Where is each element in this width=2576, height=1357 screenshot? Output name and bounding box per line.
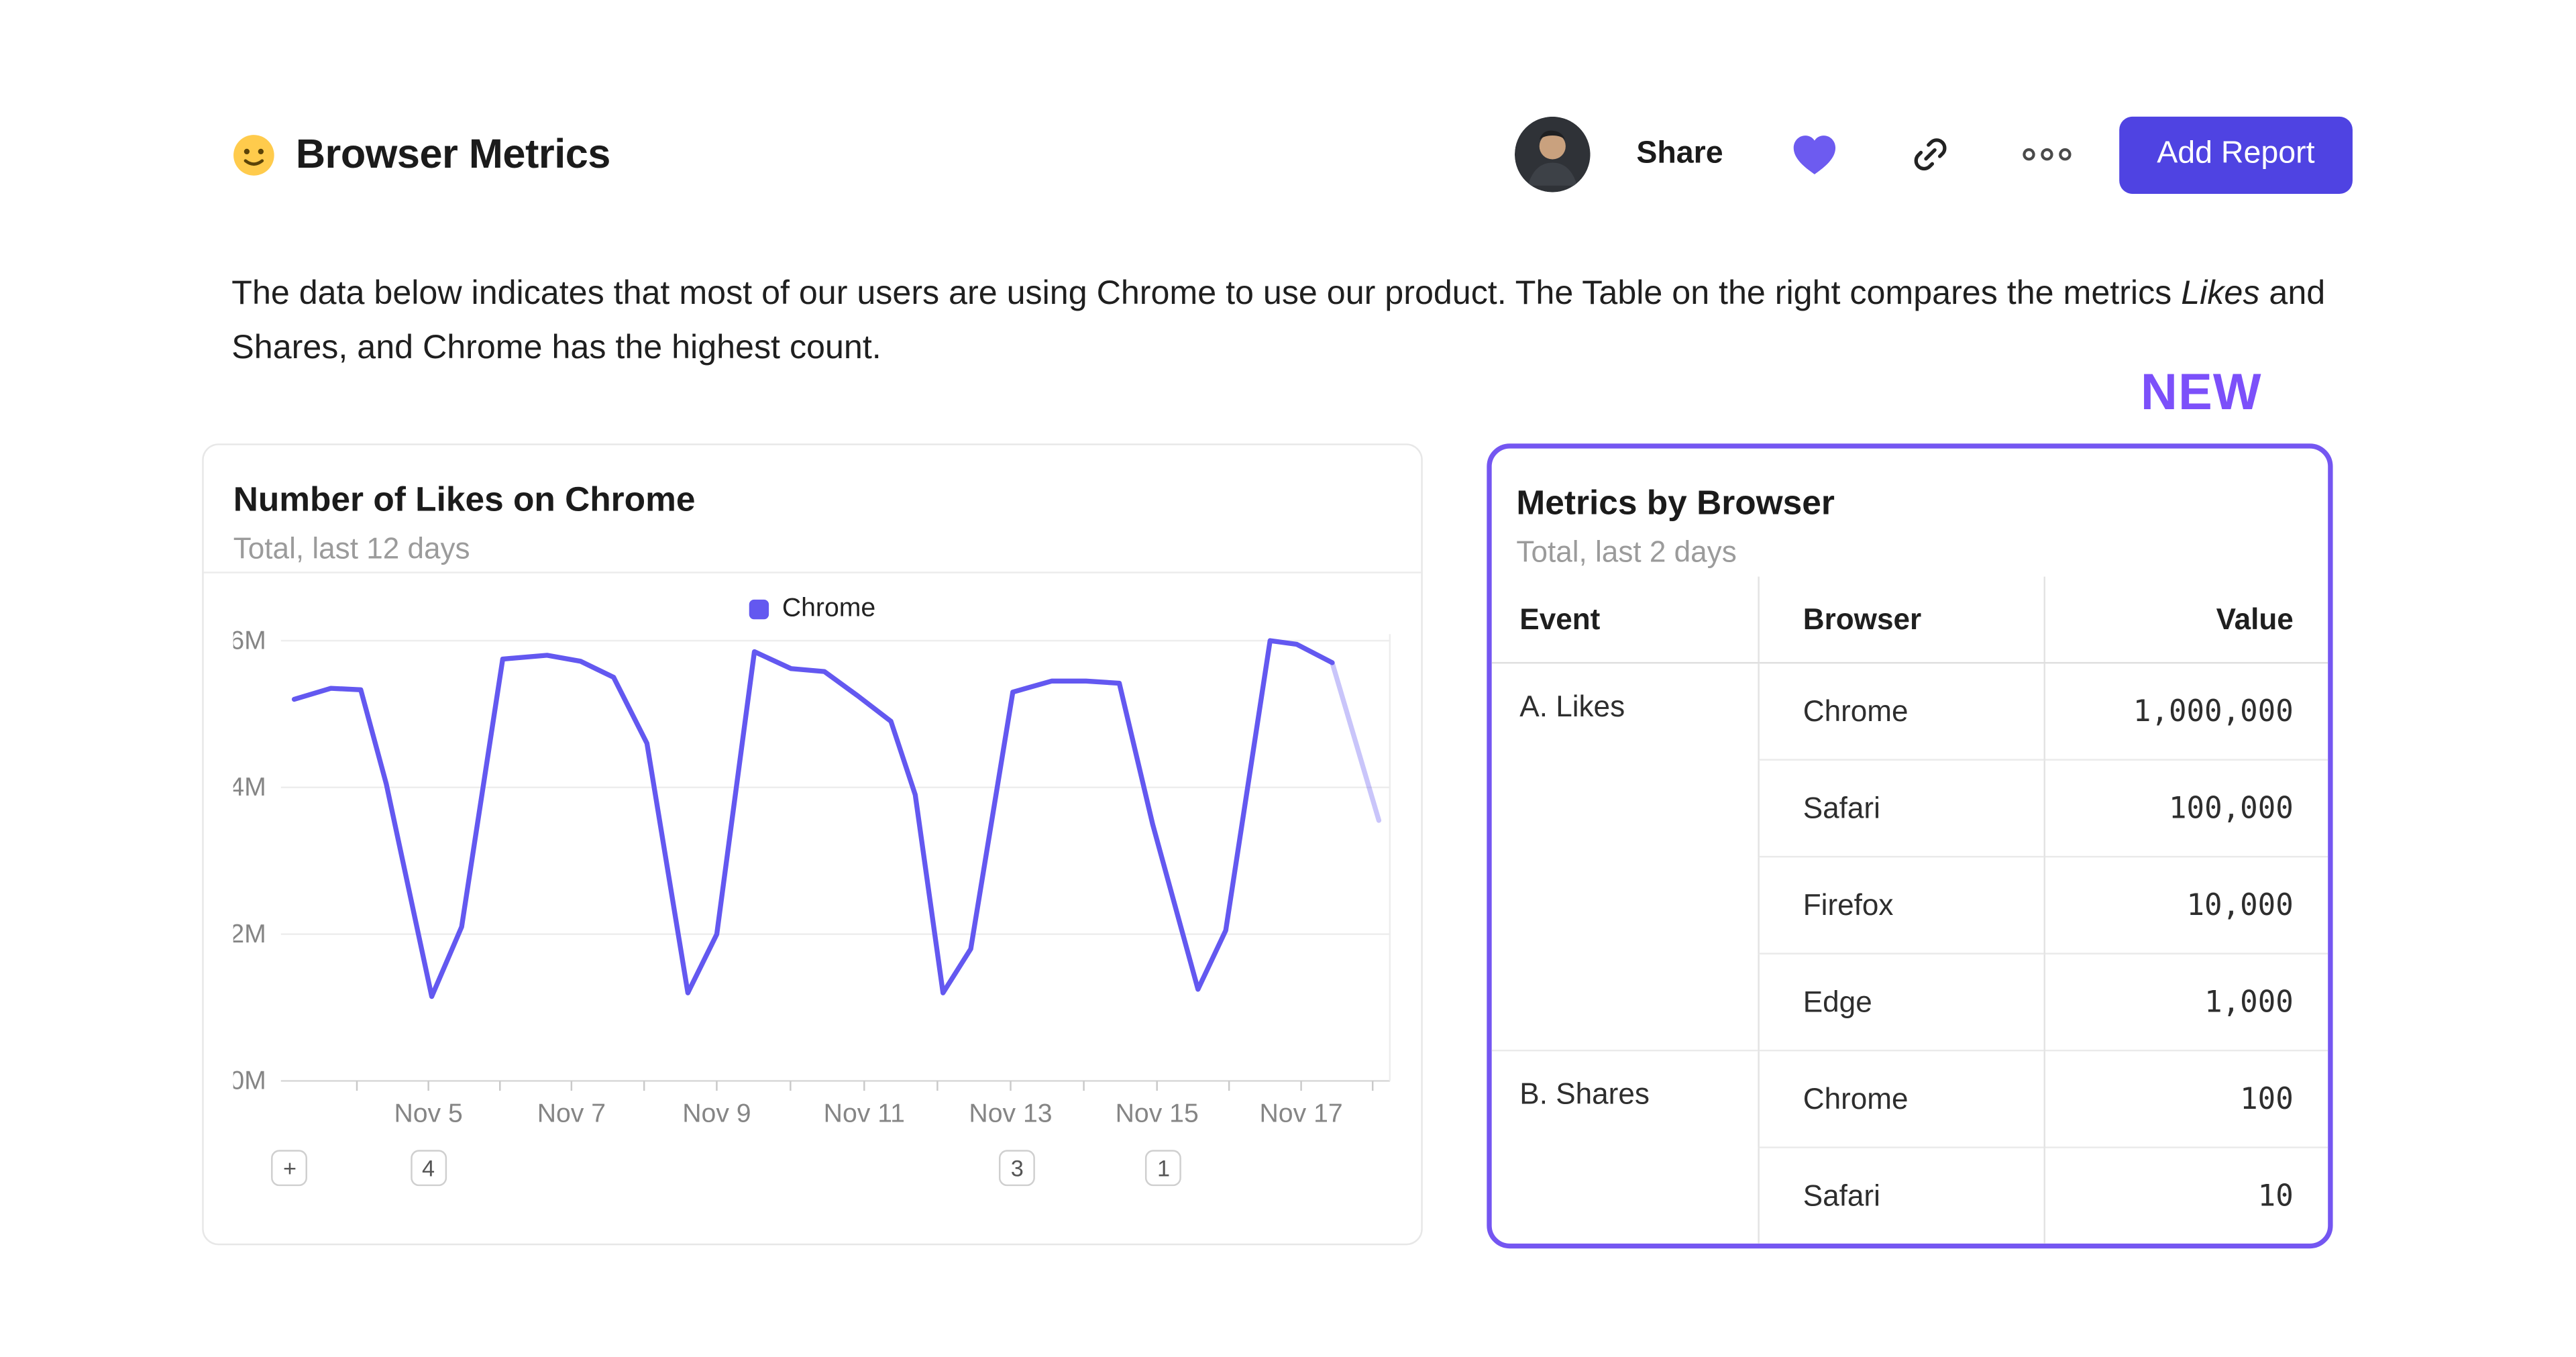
value-cell: 10,000 (2043, 855, 2328, 954)
y-tick-label: 2M (233, 920, 266, 948)
table-card-header: Metrics by Browser Total, last 2 days (1492, 449, 2328, 577)
y-tick-label: 0M (233, 1067, 266, 1095)
x-tick-label: Nov 5 (394, 1099, 462, 1128)
metrics-table-body: A. Likes Chrome 1,000,000 Safari 100,000 Fire… (1491, 661, 2328, 1244)
metrics-table-card: Metrics by Browser Total, last 2 days Ev… (1487, 443, 2333, 1249)
heart-icon-path (1793, 135, 1835, 174)
event-cell: B. Shares (1491, 1049, 1758, 1244)
user-avatar[interactable] (1515, 116, 1591, 193)
value-cell: 100 (2043, 1049, 2328, 1148)
chart-card-subtitle: Total, last 12 days (233, 532, 470, 565)
likes-chart-svg: 0M 2M 4M 6M Nov 5 Nov 7 Nov 9 Nov 11 Nov 13 Nov 1… (229, 626, 1391, 1128)
browser-cell: Edge (1757, 953, 2044, 1051)
share-button[interactable]: Share (1636, 136, 1723, 171)
value-cell: 1,000 (2043, 953, 2328, 1051)
table-card-title: Metrics by Browser (1516, 484, 1835, 523)
value-cell: 1,000,000 (2043, 661, 2328, 760)
y-tick-label: 6M (233, 626, 266, 655)
legend-swatch (749, 599, 769, 620)
description-italic: Likes (2181, 274, 2260, 313)
x-tick-label: Nov 13 (969, 1099, 1052, 1128)
header-actions: Share (1515, 115, 2353, 193)
description-text: The data below indicates that most of ou… (231, 266, 2354, 375)
x-tick-label: Nov 17 (1260, 1099, 1343, 1128)
table-row: Safari 100,000 (1492, 759, 2328, 857)
annotation-count-badge[interactable]: 3 (999, 1150, 1036, 1187)
y-tick-label: 4M (233, 773, 266, 802)
likes-chart-card: Number of Likes on Chrome Total, last 12… (202, 443, 1423, 1246)
event-cell: A. Likes (1491, 661, 1758, 1051)
column-header-value: Value (2043, 576, 2328, 664)
table-row: Firefox 10,000 (1492, 855, 2328, 954)
legend-label: Chrome (782, 594, 876, 623)
chart-card-title: Number of Likes on Chrome (233, 481, 696, 519)
more-icon[interactable] (2021, 145, 2073, 164)
link-icon[interactable] (1909, 133, 1951, 176)
value-cell: 10 (2043, 1146, 2328, 1244)
browser-cell: Firefox (1757, 855, 2044, 954)
table-row: B. Shares Chrome 100 (1491, 1049, 2328, 1244)
page-title: Browser Metrics (295, 130, 611, 177)
x-tick-label: Nov 7 (537, 1099, 606, 1128)
smiley-icon (231, 132, 276, 176)
chart-card-header: Number of Likes on Chrome Total, last 12… (203, 445, 1421, 574)
browser-cell: Safari (1757, 759, 2044, 857)
new-badge: NEW (2141, 363, 2262, 421)
add-report-button[interactable]: Add Report (2118, 115, 2353, 193)
browser-cell: Chrome (1757, 1049, 2044, 1148)
x-tick-label: Nov 9 (682, 1099, 751, 1128)
value-cell: 100,000 (2043, 759, 2328, 857)
chart-annotations: +4 3 1 (233, 1150, 1392, 1199)
metrics-table: Event Browser Value A. Likes Chrome 1,000,… (1491, 576, 2328, 1244)
browser-cell: Chrome (1757, 661, 2044, 760)
header: Browser Metrics Share (231, 109, 2353, 201)
browser-cell: Safari (1757, 1146, 2044, 1244)
table-header-row: Event Browser Value (1491, 576, 2328, 664)
chrome-series-line-faded (1330, 660, 1382, 823)
add-annotation-button[interactable]: + (272, 1150, 308, 1187)
chrome-series-line (291, 638, 1335, 999)
table-row: A. Likes Chrome 1,000,000 (1491, 661, 2328, 1051)
description-part2: and Shares, and Chrome has the highest c… (231, 274, 2326, 367)
chart-legend[interactable]: Chrome (233, 595, 1392, 625)
column-header-event: Event (1491, 576, 1758, 664)
column-header-browser: Browser (1757, 576, 2044, 664)
annotation-count-badge[interactable]: 1 (1145, 1150, 1182, 1187)
annotation-count-badge[interactable]: 4 (410, 1150, 447, 1187)
table-row: Safari 10 (1492, 1146, 2328, 1244)
header-left: Browser Metrics (231, 131, 610, 178)
heart-icon[interactable] (1789, 131, 1840, 178)
description-part1: The data below indicates that most of ou… (231, 274, 2182, 313)
chart-body: Chrome 0M 2M 4M 6M Nov 5 Nov 7 Nov 9 Nov 11 Nov … (204, 595, 1421, 1199)
table-row: Edge 1,000 (1492, 953, 2328, 1051)
x-tick-label: Nov 15 (1116, 1099, 1199, 1128)
table-card-subtitle: Total, last 2 days (1516, 535, 1737, 569)
x-tick-label: Nov 11 (824, 1099, 905, 1128)
